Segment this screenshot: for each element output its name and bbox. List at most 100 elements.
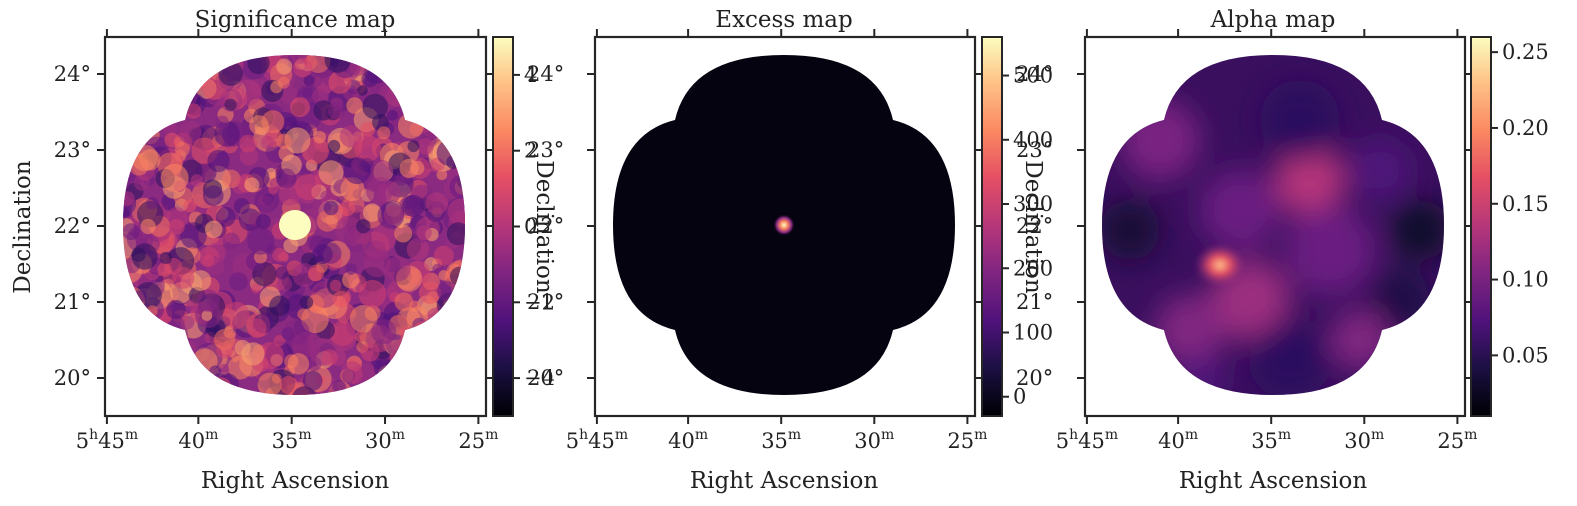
significance-speckle [157,386,170,395]
significance-speckle [433,313,461,340]
significance-speckle [425,192,449,215]
significance-speckle [461,114,465,129]
significance-speckle [276,168,297,189]
significance-speckle [363,249,391,278]
significance-speckle [178,120,202,144]
significance-speckle [166,55,191,65]
alpha-blob [1120,100,1200,180]
significance-speckle [438,374,453,388]
significance-speckle [185,103,202,119]
y-tick-label: 21° [54,290,91,314]
significance-speckle [123,67,131,79]
significance-speckle [318,160,344,186]
significance-speckle [138,320,156,339]
significance-speckle [284,127,311,154]
significance-speckle [230,55,244,60]
significance-speckle [353,134,381,162]
significance-speckle [151,55,166,70]
colorbar-tick-label: 200 [1013,256,1053,280]
significance-speckle [156,332,181,356]
significance-speckle [444,300,462,317]
significance-speckle [362,203,382,222]
x-axis-label: Right Ascension [690,468,878,494]
significance-speckle [435,336,459,360]
significance-speckle [271,373,282,384]
significance-speckle [136,83,164,112]
x-tick-label: 40m [178,427,218,453]
significance-speckle [123,173,131,191]
alpha-blob [1350,140,1410,200]
significance-speckle [171,55,191,75]
overlap-dec-label: 23° [1016,138,1053,162]
significance-speckle [276,58,293,75]
significance-speckle [146,305,158,317]
significance-speckle [146,196,159,210]
significance-speckle [382,55,404,76]
alpha-blob [1250,320,1330,395]
colorbar-tick-label: 0.20 [1502,116,1549,140]
significance-speckle [269,295,290,317]
significance-speckle [150,74,165,90]
significance-speckle [343,157,371,185]
significance-speckle [330,320,356,346]
significance-speckle [423,57,449,84]
significance-speckle [447,318,465,337]
significance-speckle [332,290,350,308]
significance-speckle [123,138,136,154]
significance-speckle [211,377,232,395]
significance-speckle [136,89,153,106]
significance-speckle [398,376,422,395]
y-tick-label: 20° [54,366,91,390]
significance-speckle [384,55,413,74]
significance-speckle [279,375,298,395]
colorbar-tick-label: 0 [1013,385,1026,409]
colorbar-tick-label: 0.05 [1502,343,1549,367]
significance-speckle [424,345,436,357]
panel-title: Alpha map [1210,7,1336,33]
significance-speckle [394,224,413,243]
significance-speckle [140,315,157,332]
colorbar-tick-label: 500 [1013,64,1053,88]
significance-speckle [183,199,197,213]
significance-speckle [175,388,195,395]
x-tick-label: 5h45m [1056,427,1118,453]
significance-speckle [366,55,393,71]
significance-speckle [126,317,140,331]
alpha-blob [1330,310,1390,370]
significance-speckle [429,334,450,354]
y-axis-label: Declination [10,160,36,294]
significance-speckle [168,218,185,235]
significance-speckle [139,83,157,102]
colorbar [492,36,514,417]
alpha-blob [1260,80,1340,160]
significance-speckle [449,375,465,395]
significance-speckle [123,71,137,91]
significance-speckle [412,354,441,382]
significance-speckle [131,58,155,82]
significance-speckle [394,371,405,382]
significance-speckle [418,97,440,119]
significance-speckle [370,224,397,251]
significance-speckle [442,317,454,329]
significance-speckle [404,380,415,391]
significance-speckle [275,266,289,280]
significance-speckle [399,158,419,179]
significance-speckle [202,254,215,267]
significance-speckle [449,174,465,200]
significance-speckle [175,55,187,64]
significance-speckle [442,103,460,121]
significance-speckle [251,283,262,294]
significance-speckle [375,55,401,67]
significance-speckle [459,81,465,95]
significance-speckle [134,290,147,303]
significance-speckle [256,194,275,213]
significance-speckle [185,383,212,395]
significance-speckle [158,351,172,366]
colorbar-tick-label: 0 [524,215,537,239]
significance-speckle [176,68,192,84]
significance-speckle [426,97,437,109]
overlap-dec-label: 21° [1016,290,1053,314]
significance-speckle [174,93,187,107]
significance-speckle [313,100,334,121]
significance-speckle [383,55,396,67]
